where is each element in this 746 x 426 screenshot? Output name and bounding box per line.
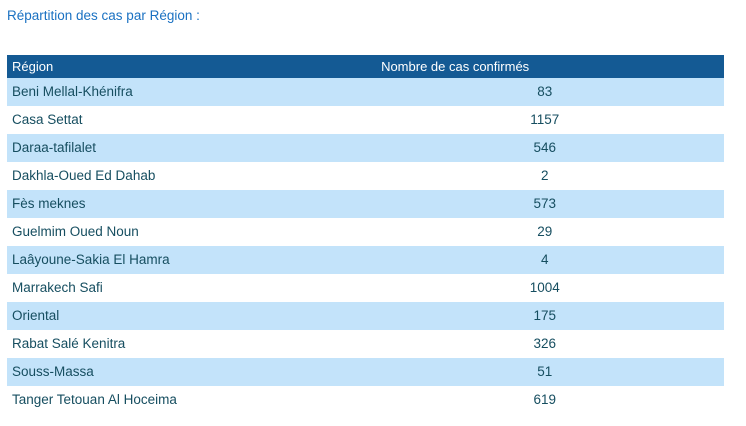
- region-cell: Laâyoune-Sakia El Hamra: [12, 252, 170, 267]
- table-row: Casa Settat 1157: [7, 106, 724, 134]
- region-cell: Guelmim Oued Noun: [12, 224, 139, 239]
- table-row: Laâyoune-Sakia El Hamra 4: [7, 246, 724, 274]
- region-cell: Oriental: [12, 308, 60, 323]
- region-cell: Daraa-tafilalet: [12, 140, 97, 155]
- region-cell: Souss-Massa: [12, 364, 94, 379]
- table-row: Rabat Salé Kenitra 326: [7, 330, 724, 358]
- region-cell: Casa Settat: [12, 112, 83, 127]
- table-body: Beni Mellal-Khénifra 83 Casa Settat 1157…: [7, 78, 724, 414]
- region-cell: Rabat Salé Kenitra: [12, 336, 126, 351]
- column-header-region: Région: [12, 59, 54, 74]
- cases-by-region-table: Région Nombre de cas confirmés Beni Mell…: [7, 55, 724, 414]
- table-row: Dakhla-Oued Ed Dahab 2: [7, 162, 724, 190]
- table-header-row: Région Nombre de cas confirmés: [7, 55, 724, 78]
- cases-cell: 51: [537, 364, 553, 379]
- cases-cell: 4: [540, 252, 549, 267]
- table-row: Tanger Tetouan Al Hoceima 619: [7, 386, 724, 414]
- table-row: Beni Mellal-Khénifra 83: [7, 78, 724, 106]
- cases-cell: 573: [533, 196, 557, 211]
- table-row: Marrakech Safi 1004: [7, 274, 724, 302]
- cases-cell: 83: [537, 84, 553, 99]
- table-row: Fès meknes 573: [7, 190, 724, 218]
- column-header-confirmed-cases: Nombre de cas confirmés: [381, 59, 530, 74]
- cases-cell: 2: [540, 168, 549, 183]
- cases-cell: 29: [537, 224, 553, 239]
- table-row: Souss-Massa 51: [7, 358, 724, 386]
- cases-cell: 619: [533, 392, 557, 407]
- region-cell: Dakhla-Oued Ed Dahab: [12, 168, 156, 183]
- page-title: Répartition des cas par Région :: [7, 8, 200, 23]
- region-cell: Tanger Tetouan Al Hoceima: [12, 392, 177, 407]
- cases-cell: 546: [533, 140, 557, 155]
- cases-cell: 175: [533, 308, 557, 323]
- table-row: Oriental 175: [7, 302, 724, 330]
- cases-cell: 1004: [529, 280, 560, 295]
- region-cell: Fès meknes: [12, 196, 86, 211]
- table-row: Guelmim Oued Noun 29: [7, 218, 724, 246]
- region-cell: Beni Mellal-Khénifra: [12, 84, 133, 99]
- cases-cell: 326: [533, 336, 557, 351]
- cases-cell: 1157: [530, 112, 560, 127]
- region-cell: Marrakech Safi: [12, 280, 103, 295]
- table-row: Daraa-tafilalet 546: [7, 134, 724, 162]
